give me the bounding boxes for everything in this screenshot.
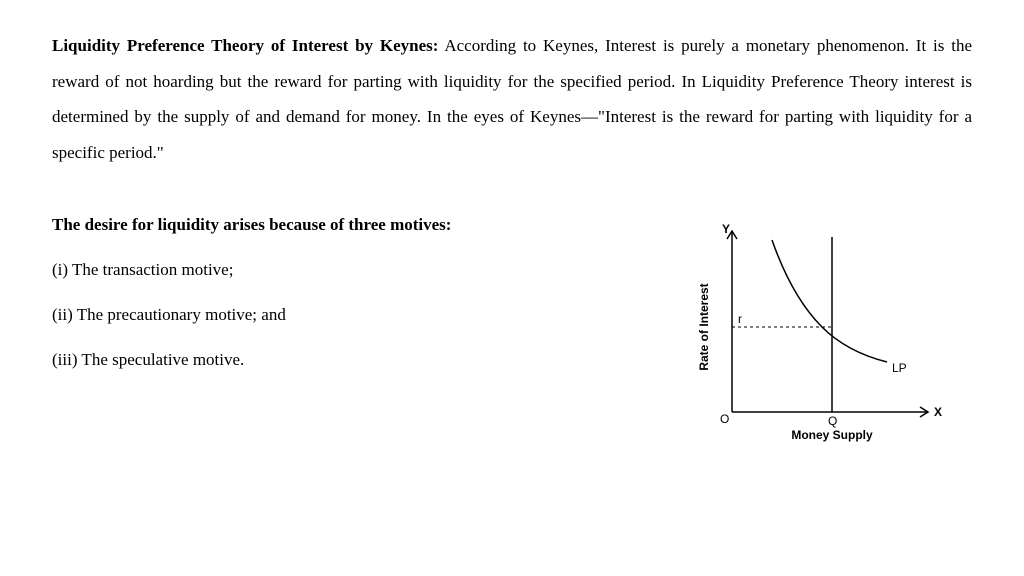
motive-item-3: (iii) The speculative motive. [52,346,622,373]
intro-lead: Liquidity Preference Theory of Interest … [52,36,438,55]
y-axis-title: Rate of Interest [697,283,711,370]
motives-heading: The desire for liquidity arises because … [52,211,622,238]
r-label: r [738,312,742,326]
motive-item-1: (i) The transaction motive; [52,256,622,283]
lp-curve [772,240,887,362]
y-top-label: Y [722,222,730,236]
intro-paragraph: Liquidity Preference Theory of Interest … [52,28,972,171]
motive-item-2: (ii) The precautionary motive; and [52,301,622,328]
x-right-label: X [934,405,942,419]
x-axis-title: Money Supply [791,428,873,442]
motives-block: The desire for liquidity arises because … [52,211,622,392]
chart-container: Y X O r Q LP Rate of Interest Money Supp… [652,211,972,457]
q-label: Q [828,414,837,428]
origin-label: O [720,412,729,426]
lower-section: The desire for liquidity arises because … [52,211,972,457]
lp-label: LP [892,361,907,375]
liquidity-preference-chart: Y X O r Q LP Rate of Interest Money Supp… [672,217,952,457]
